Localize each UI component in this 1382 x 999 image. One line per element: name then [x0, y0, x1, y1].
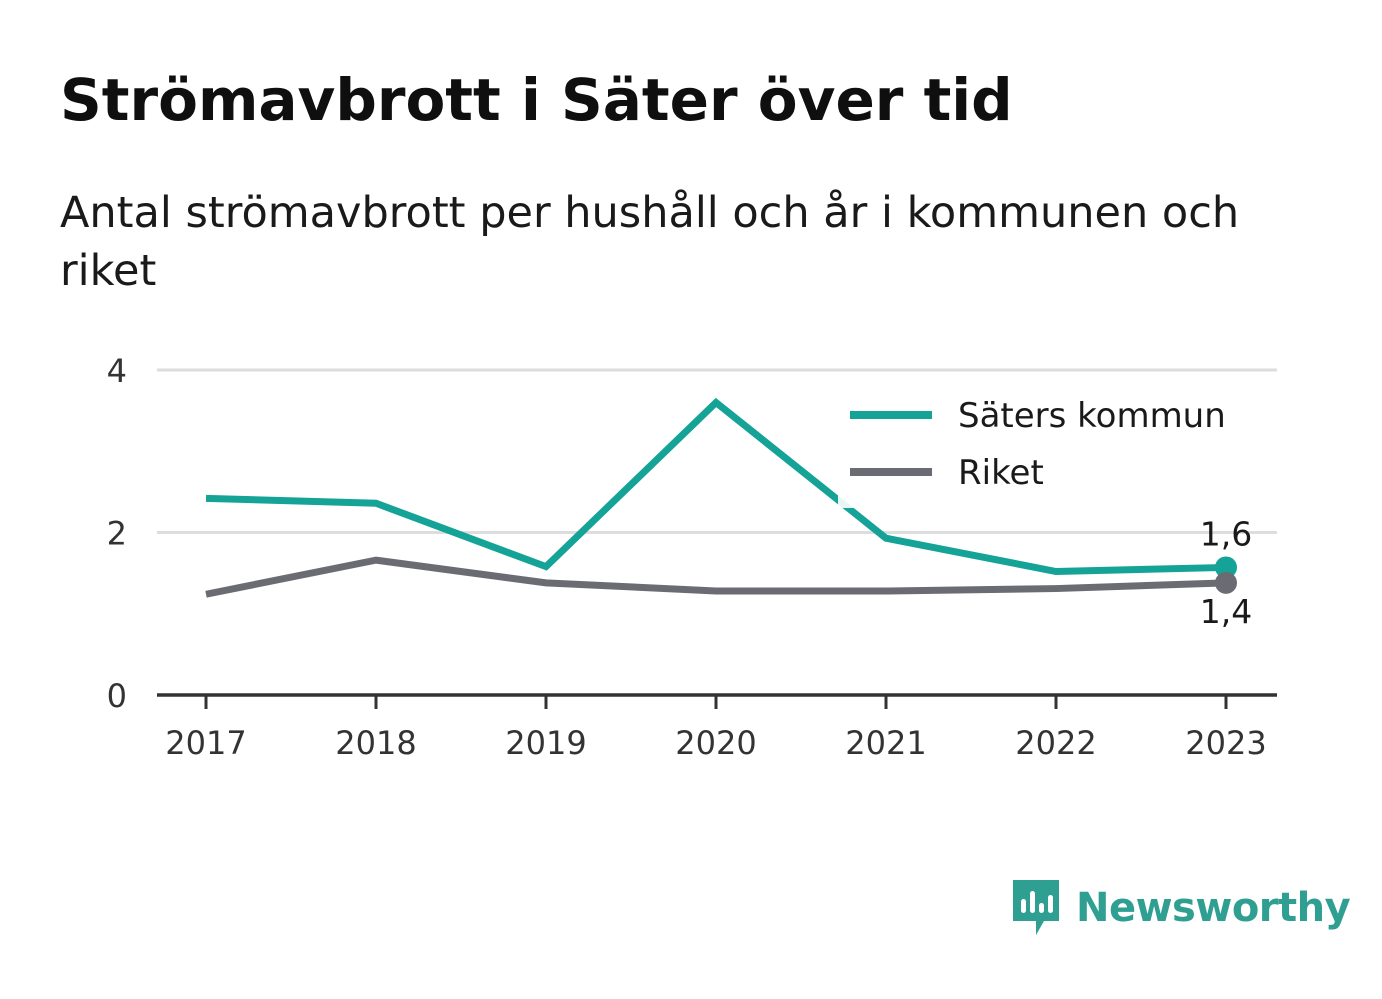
series-line-riket	[205, 556, 1227, 598]
x-tick-label: 2017	[165, 724, 246, 762]
end-markers: 1,6 1,4	[1200, 514, 1252, 630]
series-lines	[205, 397, 1227, 598]
legend: Säters kommun Riket	[838, 392, 1258, 508]
x-tick-label: 2020	[675, 724, 756, 762]
x-tick-label: 2019	[505, 724, 586, 762]
x-tick-label: 2023	[1185, 724, 1266, 762]
end-marker-kommun	[1215, 556, 1237, 579]
y-tick-label: 4	[107, 352, 127, 390]
x-tick-label: 2022	[1015, 724, 1096, 762]
series-line-kommun	[205, 397, 1227, 576]
legend-label: Säters kommun	[958, 396, 1226, 436]
chart-subtitle: Antal strömavbrott per hushåll och år i …	[60, 188, 1240, 296]
brand-name: Newsworthy	[1076, 885, 1351, 931]
y-axis-ticks: 0 2 4	[107, 352, 127, 715]
gridlines	[157, 368, 1277, 534]
legend-label: Riket	[958, 453, 1044, 493]
end-label-riket: 1,4	[1200, 592, 1252, 631]
x-tick-label: 2021	[845, 724, 926, 762]
end-label-kommun: 1,6	[1200, 514, 1252, 553]
y-tick-label: 2	[107, 515, 127, 553]
x-tick-label: 2018	[335, 724, 416, 762]
brand-logo: Newsworthy	[1010, 876, 1351, 940]
newsworthy-logo-icon	[1013, 880, 1059, 935]
chart-title: Strömavbrott i Säter över tid	[60, 66, 1013, 134]
y-tick-label: 0	[107, 677, 127, 715]
end-marker-riket	[1215, 571, 1237, 594]
x-axis: 2017 2018 2019 2020 2021 2022 2023	[157, 693, 1277, 762]
